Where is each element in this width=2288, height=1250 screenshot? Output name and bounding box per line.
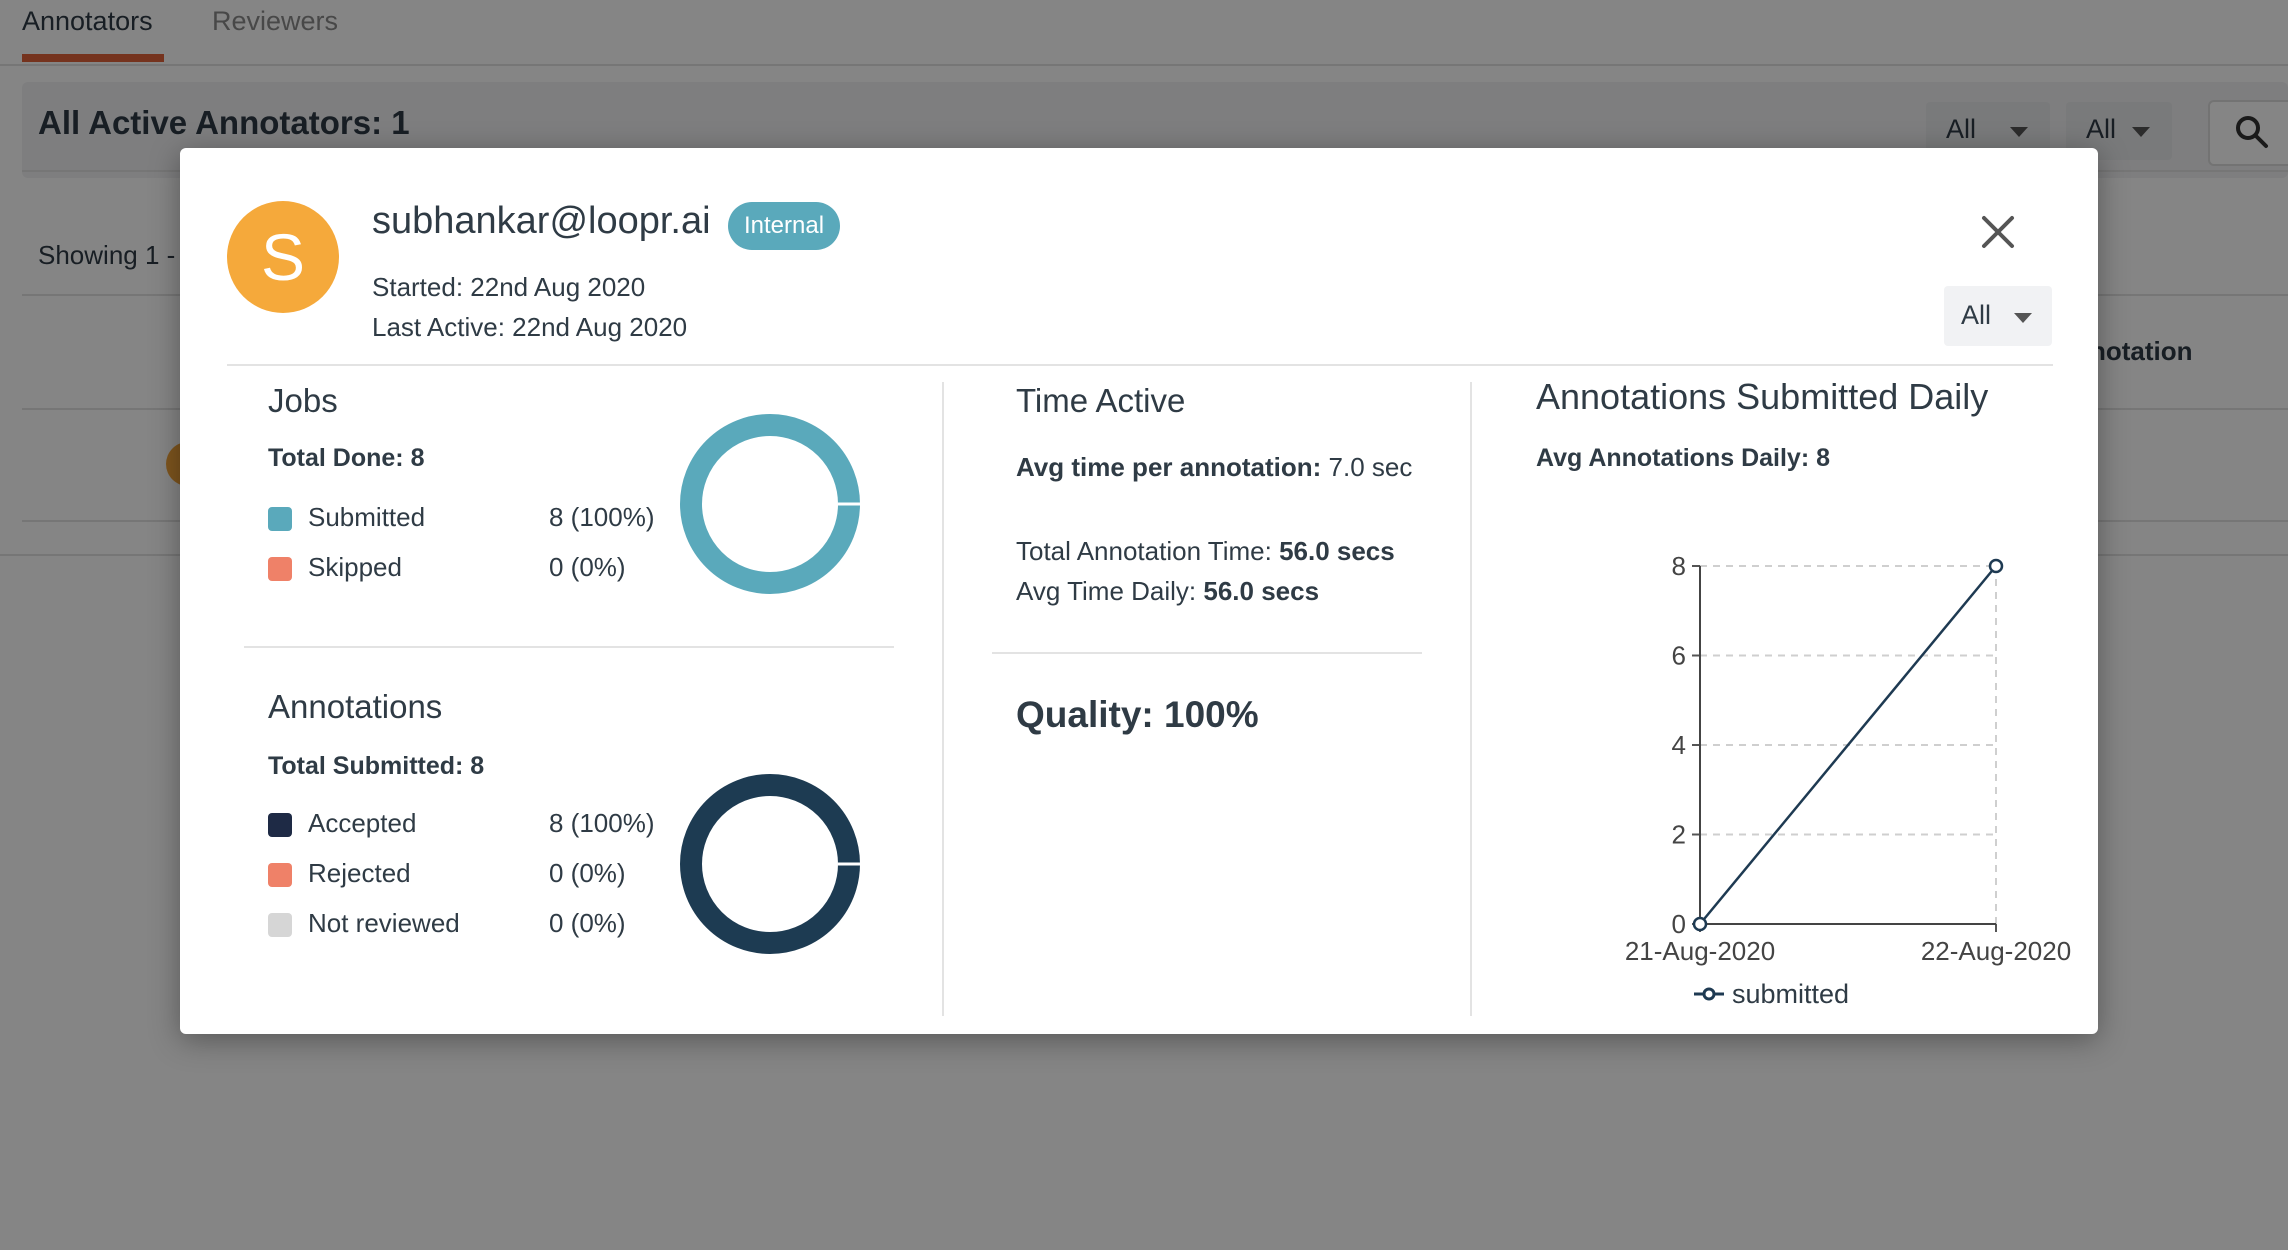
legend-swatch [268, 913, 292, 937]
close-icon[interactable] [1980, 214, 2016, 250]
legend-label: Skipped [308, 552, 402, 582]
y-tick-label: 6 [1672, 641, 1686, 671]
legend-marker-icon [1702, 987, 1716, 1001]
quality-score: Quality: 100% [1016, 694, 1259, 735]
legend-item-skipped: Skipped 0 (0%) [268, 552, 668, 584]
avg-daily-label: Avg Time Daily: [1016, 576, 1197, 606]
started-date: Started: 22nd Aug 2020 [372, 272, 646, 302]
jobs-donut-submitted [680, 414, 860, 594]
legend-value: 0 (0%) [549, 908, 626, 938]
column-header-annotation: notation [2090, 336, 2193, 366]
legend-swatch [268, 557, 292, 581]
filter-select-2-value: All [2086, 114, 2117, 144]
annotator-details-modal: S subhankar@loopr.ai Internal Started: 2… [180, 148, 2098, 1034]
data-point [1988, 558, 2004, 574]
column-divider [942, 382, 944, 1016]
section-divider [244, 646, 894, 648]
legend-label: Not reviewed [308, 908, 460, 938]
showing-count: Showing 1 - [38, 240, 176, 270]
legend-item-rejected: Rejected 0 (0%) [268, 858, 668, 890]
legend-item-not-reviewed: Not reviewed 0 (0%) [268, 908, 668, 940]
search-icon [2236, 116, 2268, 148]
series-line-submitted [1699, 565, 1997, 925]
search-button[interactable] [2208, 100, 2288, 166]
annotations-total: Total Submitted: 8 [268, 752, 485, 780]
time-active-title: Time Active [1016, 382, 1186, 419]
legend-label: Accepted [308, 808, 417, 838]
last-active-date: Last Active: 22nd Aug 2020 [372, 312, 688, 342]
caret-down-icon [2132, 127, 2150, 137]
active-tab-indicator [22, 54, 164, 62]
tab-reviewers[interactable]: Reviewers [212, 6, 339, 36]
jobs-total: Total Done: 8 [268, 444, 425, 472]
y-tick-label: 0 [1672, 909, 1686, 939]
caret-down-icon [2014, 313, 2032, 323]
legend-value: 0 (0%) [549, 858, 626, 888]
avg-time-value: 7.0 sec [1328, 452, 1413, 482]
section-divider [992, 652, 1422, 654]
tab-bar: Annotators Reviewers [0, 0, 2288, 66]
legend-value: 0 (0%) [549, 552, 626, 582]
daily-chart-title: Annotations Submitted Daily [1536, 376, 1989, 417]
legend-label: submitted [1732, 979, 1849, 1009]
annotator-email: subhankar@loopr.ai [372, 200, 711, 242]
avg-time-label: Avg time per annotation: [1016, 452, 1322, 482]
status-badge: Internal [728, 202, 841, 250]
y-tick-label: 4 [1672, 730, 1686, 760]
total-annotation-time: Total Annotation Time: 56.0 secs [1016, 536, 1395, 567]
filter-select-1-value: All [1946, 114, 1977, 144]
daily-submissions-line-chart: 0 2 4 6 8 21-Aug-2020 22-Aug-2020 submitted [1625, 551, 2071, 1009]
annotations-donut-accepted [680, 774, 860, 954]
column-divider [1470, 382, 1472, 1016]
avg-daily-value: 56.0 secs [1203, 576, 1320, 606]
avg-annotations-daily: Avg Annotations Daily: 8 [1536, 444, 1831, 472]
header-divider [227, 364, 2053, 366]
annotations-donut-chart [680, 774, 860, 954]
legend-value: 8 (100%) [549, 808, 655, 838]
legend-swatch [268, 813, 292, 837]
y-tick-label: 2 [1672, 820, 1686, 850]
caret-down-icon [2010, 127, 2028, 137]
legend-item-submitted: Submitted 8 (100%) [268, 502, 668, 534]
modal-filter-select[interactable]: All [1944, 286, 2052, 346]
avg-time-per-annotation: Avg time per annotation: 7.0 sec [1016, 452, 1412, 483]
annotations-title: Annotations [268, 688, 443, 725]
y-tick-label: 8 [1672, 551, 1686, 581]
x-tick-label: 21-Aug-2020 [1625, 936, 1775, 966]
avatar: S [227, 201, 339, 313]
jobs-title: Jobs [268, 382, 338, 419]
total-time-value: 56.0 secs [1279, 536, 1395, 566]
filter-select-2[interactable]: All [2066, 102, 2172, 160]
legend-swatch [268, 507, 292, 531]
x-tick-label: 22-Aug-2020 [1921, 936, 2071, 966]
data-point [1692, 916, 1708, 932]
legend-item-accepted: Accepted 8 (100%) [268, 808, 668, 840]
legend-value: 8 (100%) [549, 502, 655, 532]
total-time-label: Total Annotation Time: [1016, 536, 1272, 566]
jobs-donut-chart [680, 414, 860, 594]
legend-label: Submitted [308, 502, 426, 532]
tab-annotators[interactable]: Annotators [22, 6, 153, 36]
avg-time-daily: Avg Time Daily: 56.0 secs [1016, 576, 1319, 607]
legend-label: Rejected [308, 858, 411, 888]
legend-swatch [268, 863, 292, 887]
modal-filter-value: All [1961, 300, 1992, 330]
active-annotators-title: All Active Annotators: 1 [38, 104, 410, 141]
